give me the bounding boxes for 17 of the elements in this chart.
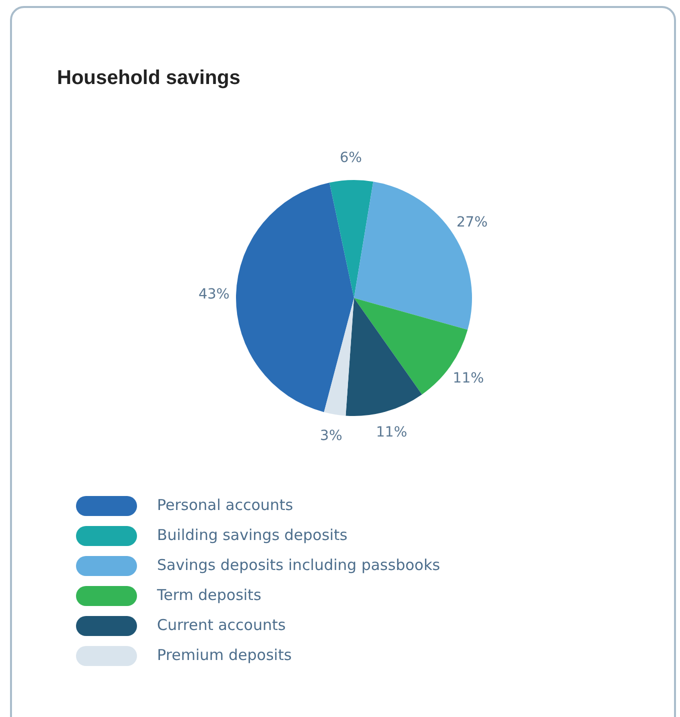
data-label: 6% [340,150,362,166]
data-label: 3% [320,428,342,444]
pie-slice [329,180,374,298]
legend-label: Term deposits [156,586,262,604]
data-label: 27% [456,214,488,231]
pie-slice [324,298,354,416]
data-label: 11% [376,424,408,441]
legend-label: Current accounts [157,616,286,634]
legend-label: Premium deposits [157,646,292,664]
pie-slice [346,298,422,416]
data-label: 43% [198,286,230,302]
chart-title: Household savings [57,67,240,89]
legend-label: Personal accounts [157,496,294,514]
legend-label: Savings deposits including passbooks [157,556,440,574]
pie-slice [236,182,354,412]
data-label: 11% [452,370,484,387]
legend-label: Building savings deposits [157,526,348,544]
